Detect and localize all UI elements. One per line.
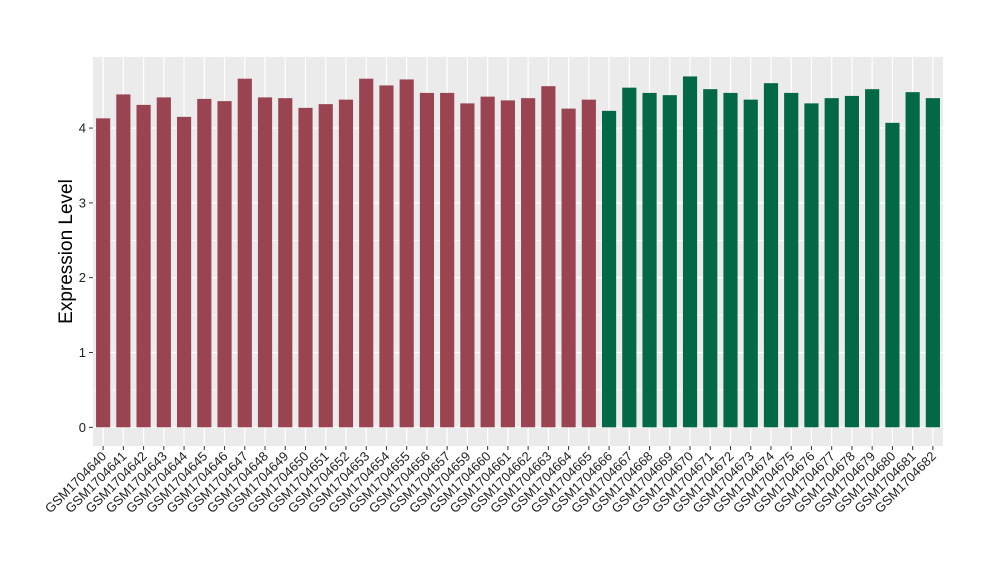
bar xyxy=(257,97,273,428)
bar xyxy=(925,98,940,428)
bar xyxy=(237,78,252,428)
bar xyxy=(116,94,131,428)
bar xyxy=(763,83,779,428)
bar xyxy=(136,104,151,428)
bar xyxy=(865,89,880,428)
bar xyxy=(581,99,596,428)
bar xyxy=(703,89,718,428)
bar xyxy=(824,98,839,428)
bar xyxy=(96,118,111,428)
y-axis: 0 1 2 3 4 xyxy=(79,121,93,435)
bar xyxy=(359,78,374,428)
bar xyxy=(662,95,677,428)
y-tick-label: 0 xyxy=(79,420,86,435)
bar xyxy=(278,98,293,428)
x-axis: GSM1704640GSM1704641GSM1704642GSM1704643… xyxy=(42,446,939,516)
y-tick-label: 2 xyxy=(79,270,86,285)
y-tick-label: 3 xyxy=(79,195,86,210)
grid-minor xyxy=(93,165,943,391)
bar xyxy=(844,95,860,428)
y-axis-title: Expression Level xyxy=(56,179,77,324)
bar xyxy=(561,108,576,428)
bar xyxy=(156,97,171,428)
bar xyxy=(480,96,495,428)
bar xyxy=(622,87,637,428)
bar xyxy=(197,98,212,428)
bar xyxy=(521,98,536,428)
bar xyxy=(379,85,394,428)
bar xyxy=(500,100,515,428)
bar xyxy=(905,92,920,428)
bar xyxy=(176,116,192,428)
bar xyxy=(399,79,414,428)
bar xyxy=(642,92,657,428)
bar xyxy=(460,103,475,428)
plot-panel xyxy=(93,57,943,446)
bar xyxy=(804,103,819,428)
bar xyxy=(338,99,354,428)
bar xyxy=(541,86,556,428)
bar xyxy=(723,92,738,428)
bar xyxy=(784,92,799,428)
bars xyxy=(96,76,940,428)
bar xyxy=(217,101,232,428)
bar xyxy=(743,99,758,428)
bar xyxy=(601,110,617,428)
bar xyxy=(440,92,455,428)
y-tick-label: 4 xyxy=(79,121,86,136)
bar xyxy=(318,104,333,428)
bar xyxy=(298,107,313,428)
bar xyxy=(682,76,698,428)
y-tick-label: 1 xyxy=(79,345,86,360)
bar xyxy=(885,122,900,428)
bar xyxy=(419,92,435,428)
